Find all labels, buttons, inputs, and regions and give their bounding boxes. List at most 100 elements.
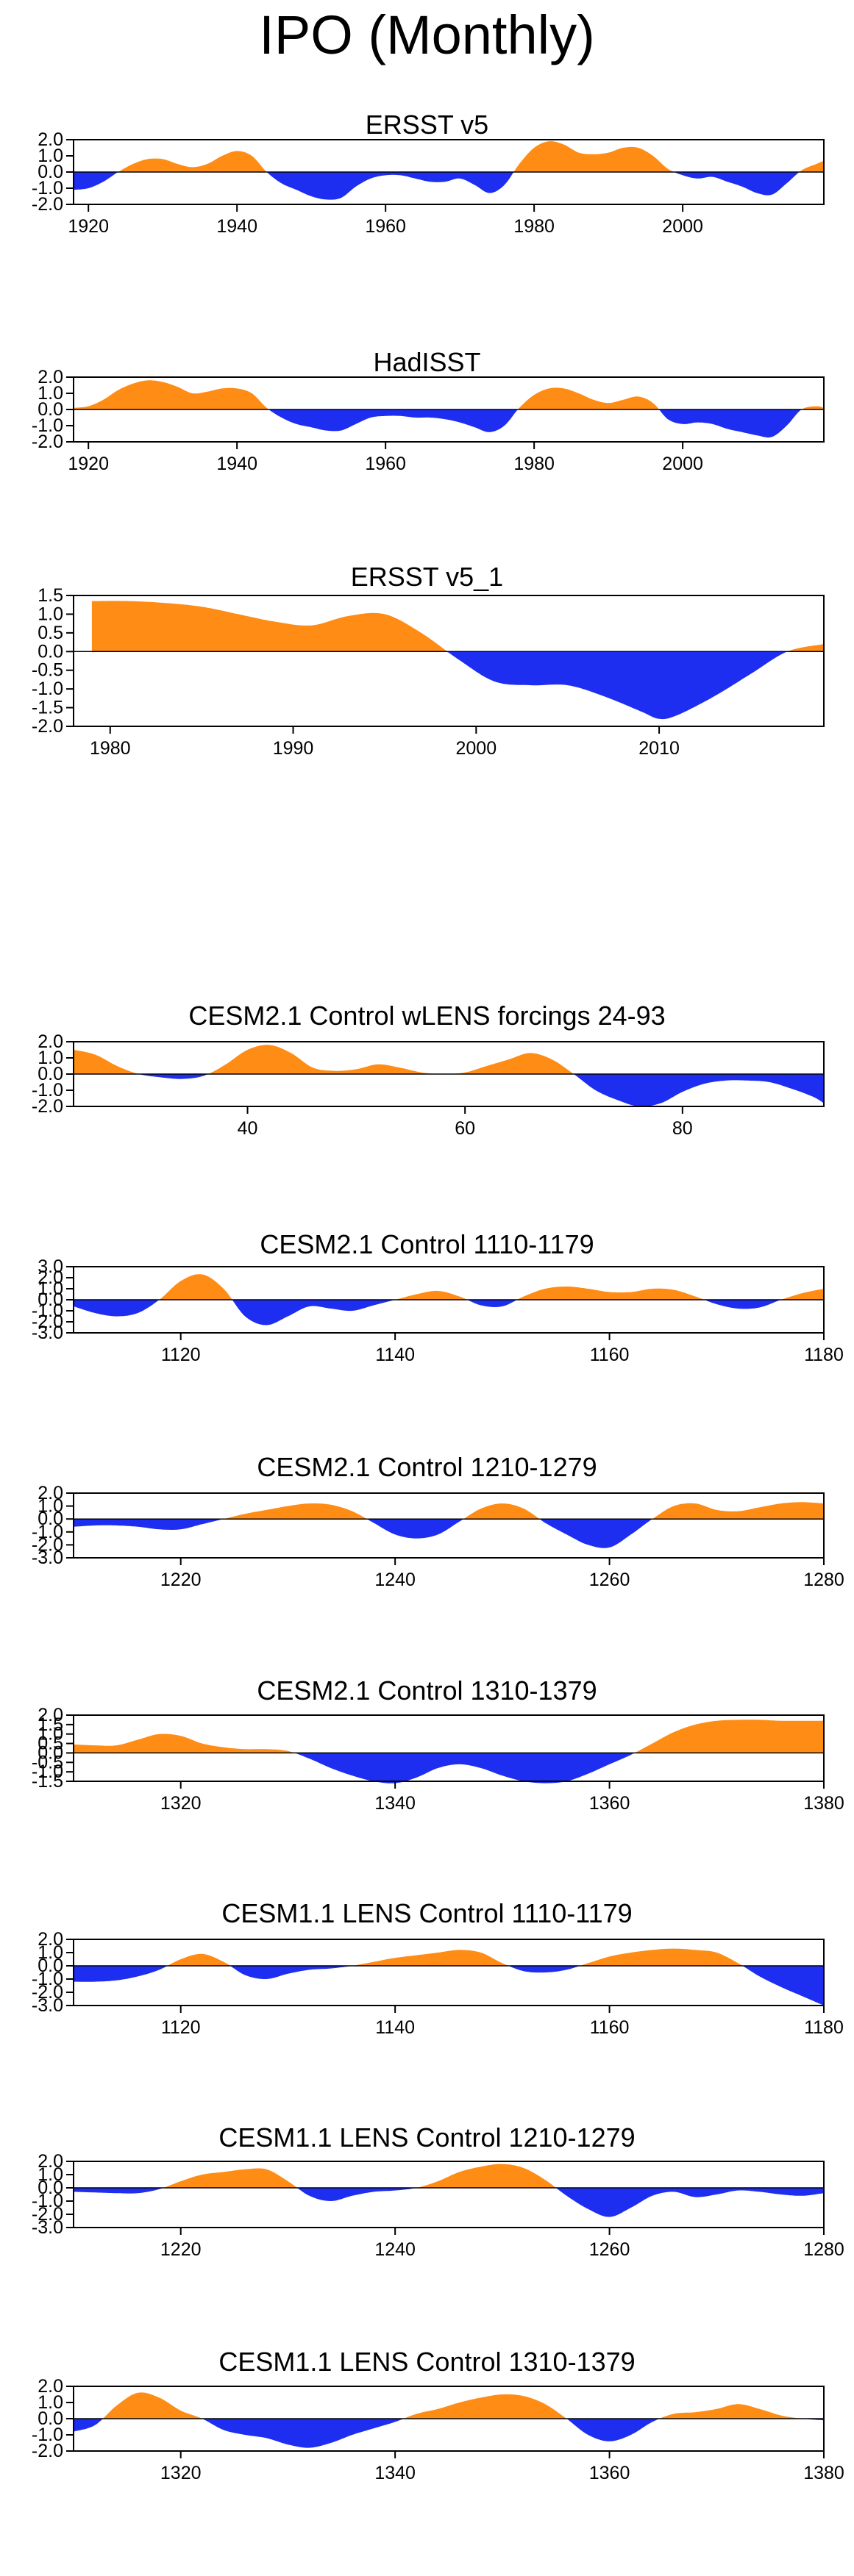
chart-title: CESM2.1 Control 1310-1379 xyxy=(257,1675,597,1706)
positive-area xyxy=(74,2164,824,2188)
positive-area xyxy=(74,141,824,172)
x-tick-label: 1360 xyxy=(589,1793,630,1814)
chart-panel: CESM1.1 LENS Control 1210-1279 -3.0 -2.0 -1… xyxy=(0,2123,854,2264)
chart-panel: CESM2.1 Control 1310-1379 -1.5 -1.0 -0.5 0.0… xyxy=(0,1676,854,1818)
x-tick-label: 1320 xyxy=(160,1793,202,1814)
x-tick-label: 40 xyxy=(238,1118,258,1139)
negative-area xyxy=(74,2419,824,2448)
y-tick-label: 0.0 xyxy=(38,1064,63,1084)
x-tick-label: 1260 xyxy=(589,2239,630,2260)
chart-svg: -2.0-1.00.01.02.0 1920 1940 1960 1980 2000 xyxy=(32,129,825,237)
x-tick-label: 1980 xyxy=(90,738,131,759)
x-tick-label: 1240 xyxy=(374,2239,416,2260)
x-tick-label: 1360 xyxy=(589,2463,630,2483)
positive-area xyxy=(74,1948,824,1966)
y-tick-label: -0.5 xyxy=(32,660,63,681)
chart-title: CESM1.1 LENS Control 1110-1179 xyxy=(221,1898,633,1928)
negative-area xyxy=(74,1519,824,1548)
x-tick-label: 80 xyxy=(672,1118,693,1139)
main-title: IPO (Monthly) xyxy=(259,4,595,65)
x-tick-label: 1940 xyxy=(216,454,257,474)
y-tick-label: 1.0 xyxy=(38,1724,63,1745)
chart-svg: -3.0-2.0-1.00.01.02.03.0 1120 1140 1160 1180 xyxy=(32,1256,844,1365)
y-tick-label: 1.0 xyxy=(38,2392,63,2413)
y-tick-label: -2.0 xyxy=(32,194,63,215)
y-tick-label: 1.0 xyxy=(38,146,63,166)
x-tick-label: 1340 xyxy=(374,2463,416,2483)
y-tick-label: -3.0 xyxy=(32,1995,63,2016)
chart-panel: HadISST -2.0 -1.0 0.0 1.0 2.0 1920 1940 1960 1980… xyxy=(0,348,854,479)
x-tick-label: 1160 xyxy=(590,2017,630,2038)
plot-frame xyxy=(73,1492,825,1559)
y-tick-label: -2.0 xyxy=(32,1534,63,1555)
x-tick-label: 1980 xyxy=(513,216,555,237)
chart-svg: -1.5-1.0-0.50.00.51.01.52.0 1320 1340 1360 1… xyxy=(32,1705,844,1814)
negative-area xyxy=(74,409,824,438)
chart-title: HadISST xyxy=(373,347,481,377)
chart-panel: ERSST v5 -2.0 -1.0 0.0 1.0 2.0 1920 1940 1960 198… xyxy=(0,110,854,241)
y-tick-label: -3.0 xyxy=(32,1323,63,1343)
x-tick-label: 1960 xyxy=(365,216,406,237)
y-tick-label: 0.0 xyxy=(38,1289,63,1310)
y-tick-label: 0.0 xyxy=(38,2178,63,2198)
x-tick-label: 1180 xyxy=(804,1345,844,1365)
x-tick-label: 2000 xyxy=(456,738,497,759)
y-tick-label: 1.0 xyxy=(38,1942,63,1963)
plot-frame xyxy=(73,595,825,727)
chart-svg: -2.0-1.00.01.02.0 1920 1940 1960 1980 2000 xyxy=(32,367,825,474)
y-tick-label: -1.0 xyxy=(32,1761,63,1782)
x-tick-label: 1940 xyxy=(216,216,257,237)
chart-svg: -2.0-1.00.01.02.0 40 60 80 xyxy=(32,1031,825,1139)
y-tick-label: 0.0 xyxy=(38,1956,63,1976)
positive-area xyxy=(74,1720,824,1753)
chart-title: CESM2.1 Control 1210-1279 xyxy=(257,1452,597,1482)
y-tick-label: -2.0 xyxy=(32,1096,63,1117)
y-tick-label: 1.0 xyxy=(38,1496,63,1517)
chart-panel: CESM2.1 Control 1210-1279 -3.0 -2.0 -1.0 0.0… xyxy=(0,1453,854,1595)
y-tick-label: 2.0 xyxy=(38,1267,63,1288)
y-tick-label: 2.0 xyxy=(38,1705,63,1725)
chart-panel: CESM2.1 Control 1110-1179 -3.0 -2.0 -1.0 0.0… xyxy=(0,1230,854,1370)
y-tick-label: 0.0 xyxy=(38,641,63,662)
x-tick-label: 2000 xyxy=(662,216,703,237)
chart-title: CESM1.1 LENS Control 1210-1279 xyxy=(218,2122,636,2153)
x-tick-label: 1990 xyxy=(273,738,314,759)
negative-area xyxy=(91,651,824,720)
y-tick-label: -1.0 xyxy=(32,415,63,436)
chart-panel: CESM1.1 LENS Control 1110-1179 -3.0 -2.0 -1… xyxy=(0,1899,854,2042)
y-tick-label: 2.0 xyxy=(38,1929,63,1950)
y-tick-label: -1.0 xyxy=(32,1300,63,1321)
chart-panel: CESM1.1 LENS Control 1310-1379 -2.0 -1.0 0.… xyxy=(0,2347,854,2488)
negative-area xyxy=(74,1300,824,1325)
chart-title: CESM2.1 Control 1110-1179 xyxy=(260,1229,594,1259)
positive-area xyxy=(74,380,824,409)
y-tick-label: 1.0 xyxy=(38,604,63,624)
plot-frame xyxy=(73,1714,825,1782)
x-tick-label: 1280 xyxy=(803,2239,844,2260)
x-tick-label: 1980 xyxy=(513,454,555,474)
chart-panel: CESM2.1 Control wLENS forcings 24-93 -2.0… xyxy=(0,1001,854,1143)
y-tick-label: -2.0 xyxy=(32,432,63,452)
y-tick-label: -1.0 xyxy=(32,2191,63,2211)
x-tick-label: 1340 xyxy=(374,1793,416,1814)
y-tick-label: 3.0 xyxy=(38,1256,63,1277)
x-tick-label: 1960 xyxy=(365,454,406,474)
x-tick-label: 1920 xyxy=(68,216,109,237)
chart-title: CESM2.1 Control wLENS forcings 24-93 xyxy=(188,1001,666,1031)
x-tick-label: 1240 xyxy=(374,1570,416,1590)
chart-panel: ERSST v5_1 -2.0 -1.5 -1.0 -0.5 0.0 0.5 1.0 1.5 19… xyxy=(0,562,854,763)
x-tick-label: 1280 xyxy=(803,1570,844,1590)
y-tick-label: 2.0 xyxy=(38,2151,63,2172)
y-tick-label: 0.0 xyxy=(38,2408,63,2429)
y-tick-label: -2.0 xyxy=(32,1312,63,1332)
negative-area xyxy=(74,1074,824,1107)
y-tick-label: 2.0 xyxy=(38,2376,63,2397)
y-tick-label: 1.5 xyxy=(38,585,63,606)
x-tick-label: 1160 xyxy=(590,1345,630,1365)
y-tick-label: 2.0 xyxy=(38,1483,63,1503)
positive-area xyxy=(74,1045,824,1074)
chart-title: ERSST v5_1 xyxy=(350,562,504,592)
negative-area xyxy=(74,1753,824,1783)
x-tick-label: 1320 xyxy=(160,2463,202,2483)
y-tick-label: -1.0 xyxy=(32,1080,63,1101)
